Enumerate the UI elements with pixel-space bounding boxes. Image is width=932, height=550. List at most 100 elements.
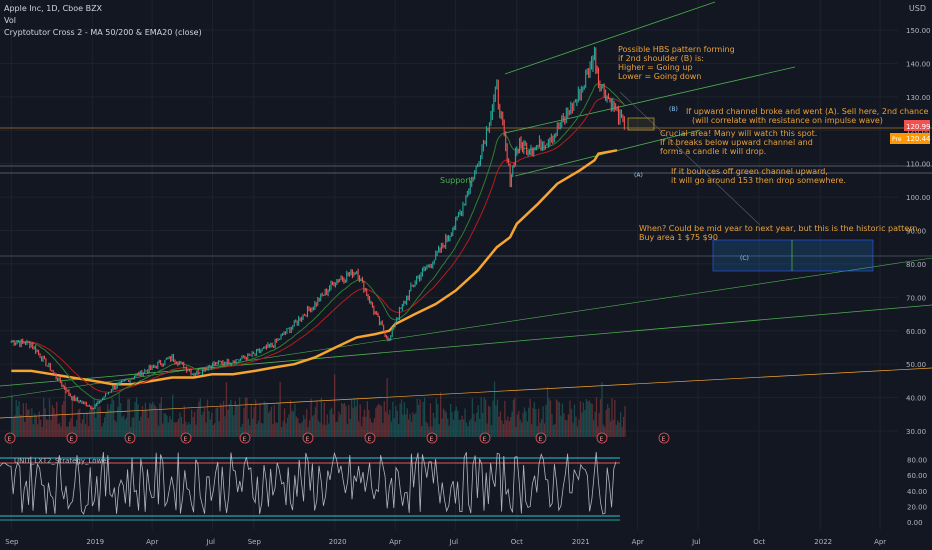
- volume-bar: [449, 403, 452, 437]
- volume-bar: [153, 404, 155, 437]
- long-support-line: [0, 257, 932, 399]
- volume-bar: [183, 406, 186, 437]
- volume-bar: [212, 425, 214, 437]
- volume-bar: [313, 414, 315, 437]
- volume-bar: [265, 402, 267, 437]
- currency-label[interactable]: USD: [908, 4, 926, 13]
- volume-bar: [621, 426, 623, 437]
- volume-bar: [198, 401, 200, 437]
- volume-bar: [358, 421, 360, 437]
- volume-bar: [275, 422, 277, 437]
- volume-bar: [300, 423, 302, 437]
- channel-note-line: If upward channel broke and went (A). Se…: [686, 107, 929, 116]
- price-tick-label: 80.00: [906, 261, 926, 269]
- volume-bar: [536, 426, 538, 437]
- volume-bar: [338, 411, 340, 437]
- volume-bar: [444, 410, 446, 437]
- volume-bar: [234, 400, 236, 437]
- volume-bar: [323, 402, 325, 437]
- volume-bar: [125, 417, 128, 437]
- earnings-icon: [302, 432, 314, 444]
- volume-bar: [505, 420, 507, 437]
- volume-bar: [325, 424, 327, 437]
- volume-bar: [16, 406, 19, 437]
- volume-bar: [335, 421, 337, 437]
- volume-bar: [203, 408, 206, 437]
- volume-bar: [233, 415, 235, 437]
- volume-bar: [246, 397, 248, 437]
- price-tick-label: 70.00: [906, 294, 926, 302]
- volume-bar: [114, 420, 116, 437]
- volume-bar: [150, 404, 152, 437]
- volume-bar: [73, 426, 75, 437]
- volume-bar: [428, 426, 430, 437]
- volume-bar: [331, 407, 333, 437]
- channel-note-line: (will correlate with resistance on impul…: [692, 116, 883, 125]
- indicator-label[interactable]: Cryptotutor Cross 2 - MA 50/200 & EMA20 …: [4, 28, 202, 37]
- volume-bar: [612, 419, 615, 437]
- price-axis: 30.00 40.00 50.00 60.00 70.00 80.00 90.00 100.0…: [890, 27, 931, 436]
- volume-bar: [549, 400, 552, 437]
- oscillator-title: UNIT_LXT2_Strategy_Lower: [14, 457, 110, 465]
- volume-bar: [465, 422, 468, 437]
- last-price-tag: [904, 120, 930, 131]
- volume-bar: [185, 421, 187, 437]
- volume-bar: [447, 418, 449, 437]
- when-note-line: Buy area 1 $75 $90: [639, 233, 718, 242]
- volume-bar: [278, 402, 280, 437]
- volume-bar: [502, 423, 505, 437]
- volume-bar: [363, 409, 366, 437]
- volume-bar: [252, 418, 254, 437]
- volume-bar: [57, 424, 59, 437]
- time-tick-label: 2021: [572, 538, 590, 546]
- volume-bar: [42, 397, 45, 437]
- volume-bar: [461, 415, 463, 437]
- price-tick-label: 50.00: [906, 361, 926, 369]
- volume-bar: [146, 410, 148, 437]
- volume-bar: [464, 408, 466, 437]
- volume-bars: [11, 374, 626, 437]
- volume-bar: [483, 397, 485, 437]
- volume-bar: [201, 414, 203, 437]
- earnings-icon: [124, 432, 136, 444]
- volume-bar: [439, 392, 442, 437]
- volume-bar: [579, 401, 582, 437]
- earnings-icon: [479, 432, 491, 444]
- earnings-icon: [596, 432, 608, 444]
- volume-bar: [74, 426, 76, 437]
- volume-bar: [510, 417, 512, 437]
- volume-bar: [267, 412, 270, 437]
- time-tick-label: Apr: [146, 538, 158, 546]
- volume-bar: [557, 400, 559, 437]
- volume-bar: [63, 400, 65, 437]
- projection-line: [619, 91, 761, 226]
- volume-bar: [179, 412, 181, 437]
- time-tick-label: Oct: [753, 538, 765, 546]
- volume-bar: [385, 411, 387, 437]
- volume-bar: [519, 419, 521, 437]
- volume-bar: [555, 399, 558, 437]
- volume-bar: [542, 406, 544, 437]
- volume-bar: [400, 399, 403, 437]
- when-note-line: When? Could be mid year to next year, bu…: [639, 224, 920, 233]
- volume-bar: [124, 419, 126, 437]
- volume-bar: [575, 416, 577, 437]
- pre-market-tag: [890, 133, 930, 144]
- volume-bar: [386, 378, 388, 437]
- volume-bar: [89, 410, 91, 437]
- volume-bar: [156, 409, 158, 437]
- volume-bar: [12, 417, 15, 437]
- volume-label[interactable]: Vol: [4, 16, 16, 25]
- volume-bar: [41, 426, 43, 437]
- ma200-line: [11, 149, 618, 386]
- volume-bar: [390, 421, 393, 437]
- volume-bar: [106, 404, 109, 437]
- volume-bar: [76, 420, 78, 437]
- symbol-title[interactable]: Apple Inc, 1D, Cboe BZX: [4, 4, 103, 13]
- volume-bar: [432, 412, 435, 437]
- earnings-icon: E: [662, 436, 666, 443]
- volume-bar: [474, 421, 476, 437]
- volume-bar: [211, 412, 213, 437]
- volume-bar: [429, 403, 432, 437]
- volume-bar: [214, 423, 216, 437]
